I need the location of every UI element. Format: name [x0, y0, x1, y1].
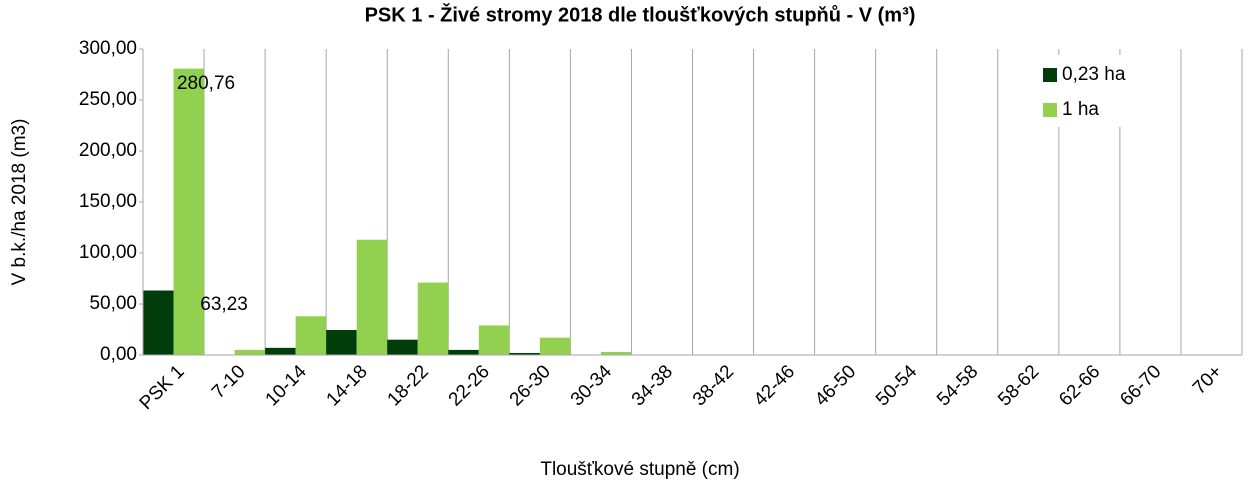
- x-tick-label: 62-66: [1055, 361, 1104, 410]
- x-tick-label: 38-42: [689, 361, 738, 410]
- bar: [295, 316, 327, 355]
- x-tick-label: 26-30: [506, 361, 555, 410]
- data-label: 63,23: [200, 294, 248, 315]
- bar: [509, 352, 540, 355]
- bar: [143, 290, 174, 355]
- legend-swatch: [1043, 103, 1057, 117]
- bar: [234, 349, 266, 355]
- x-tick-label: 66-70: [1116, 361, 1165, 410]
- bar: [326, 330, 357, 355]
- legend-label: 0,23 ha: [1062, 64, 1126, 85]
- y-tick-label: 150,00: [79, 191, 137, 212]
- bar: [356, 239, 388, 355]
- y-tick-label: 100,00: [79, 242, 137, 263]
- y-axis-title: V b.k./ha 2018 (m3): [9, 119, 30, 286]
- y-tick-label: 50,00: [89, 293, 137, 314]
- x-tick-label: 18-22: [384, 361, 433, 410]
- bar: [539, 337, 571, 355]
- x-tick-label: 10-14: [261, 361, 311, 411]
- x-tick-label: 46-50: [811, 361, 860, 410]
- bar: [265, 347, 296, 355]
- y-tick-label: 300,00: [79, 38, 137, 59]
- y-tick-label: 250,00: [79, 89, 137, 110]
- x-axis-title: Tloušťkové stupně (cm): [540, 459, 739, 480]
- x-tick-label: 34-38: [628, 361, 677, 410]
- x-tick-label: 14-18: [323, 361, 372, 410]
- x-tick-label: 42-46: [750, 361, 799, 410]
- bar: [478, 325, 510, 355]
- x-tick-label: 70+: [1189, 361, 1227, 399]
- bar: [417, 282, 449, 355]
- x-tick-label: 58-62: [994, 361, 1043, 410]
- x-tick-label: 7-10: [208, 361, 250, 403]
- x-tick-label: 30-34: [567, 361, 617, 411]
- x-tick-label: PSK 1: [136, 361, 189, 414]
- chart-title: PSK 1 - Živé stromy 2018 dle tloušťkovýc…: [365, 2, 916, 26]
- y-tick-label: 0,00: [100, 344, 137, 365]
- x-tick-label: 54-58: [933, 361, 982, 410]
- bar: [448, 349, 479, 355]
- x-tick-label: 50-54: [872, 361, 922, 411]
- legend-label: 1 ha: [1062, 99, 1099, 120]
- bar: [387, 339, 418, 355]
- legend-swatch: [1043, 68, 1057, 82]
- bar: [600, 351, 632, 355]
- data-label: 280,76: [177, 73, 235, 94]
- y-tick-label: 200,00: [79, 140, 137, 161]
- bar: [173, 68, 205, 355]
- x-tick-label: 22-26: [445, 361, 494, 410]
